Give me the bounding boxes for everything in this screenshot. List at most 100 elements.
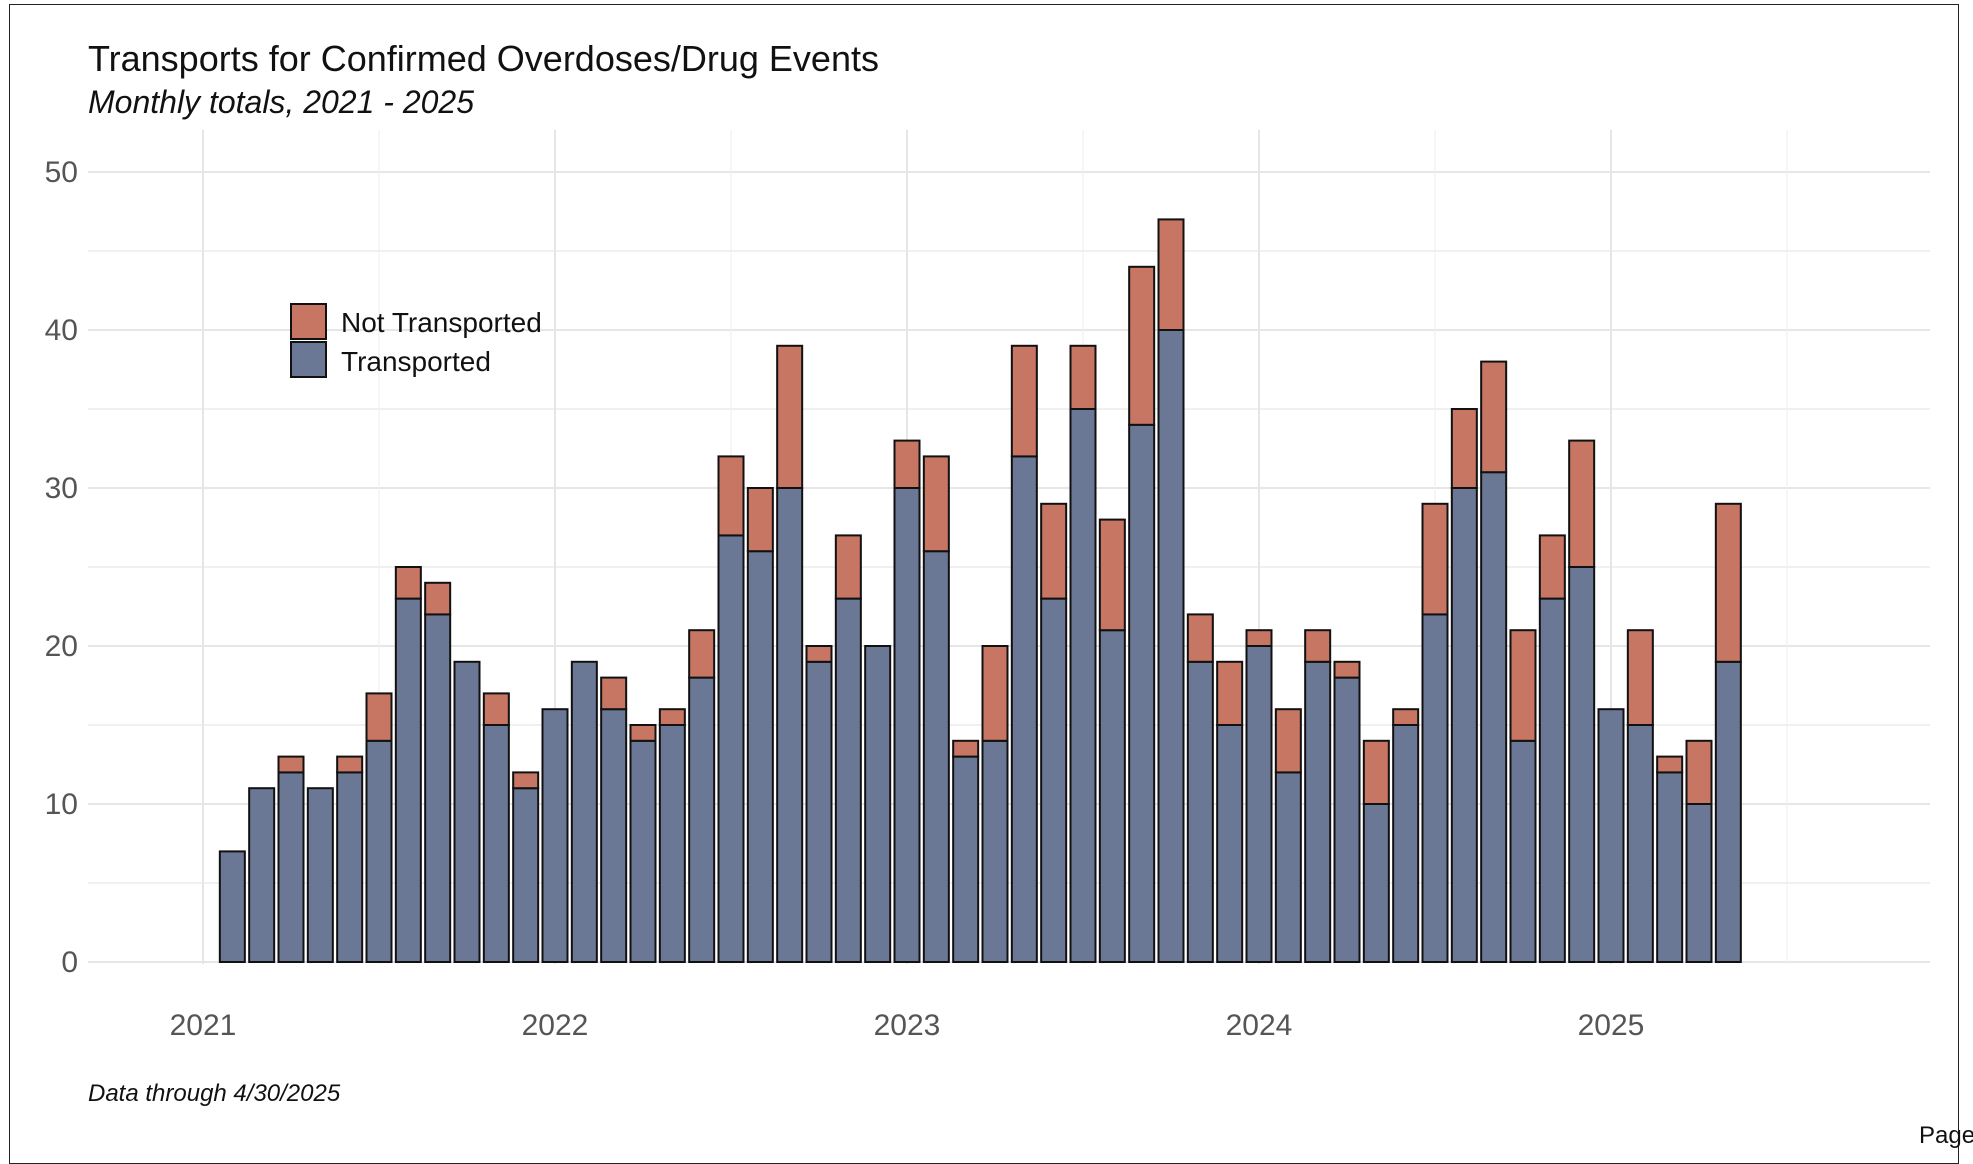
bar-not-transported-2022-02 — [600, 676, 628, 711]
bar-not-transported-2022-07 — [746, 487, 774, 553]
bar-transported-2024-12 — [1597, 708, 1625, 964]
legend: Not Transported Transported — [290, 303, 542, 378]
bar-transported-2023-11 — [1216, 724, 1244, 963]
bars — [218, 218, 1742, 964]
bar-not-transported-2023-04 — [1010, 344, 1038, 458]
legend-label-not-transported: Not Transported — [341, 307, 542, 338]
y-tick-label: 30 — [45, 472, 78, 505]
bar-transported-2023-10 — [1186, 660, 1214, 963]
y-tick-label: 10 — [45, 788, 78, 821]
bar-transported-2021-10 — [482, 724, 510, 963]
bar-not-transported-2023-12 — [1245, 629, 1273, 648]
bar-not-transported-2022-12 — [893, 439, 921, 490]
bar-not-transported-2024-02 — [1304, 629, 1332, 663]
bar-not-transported-2022-09 — [805, 645, 833, 663]
bar-not-transported-2021-05 — [336, 755, 364, 774]
bar-transported-2025-01 — [1626, 724, 1654, 963]
bar-transported-2023-04 — [1010, 455, 1038, 963]
bar-transported-2025-04 — [1714, 660, 1742, 963]
x-tick-label: 2021 — [170, 1009, 237, 1042]
bar-not-transported-2023-05 — [1040, 502, 1068, 600]
bar-transported-2024-09 — [1509, 739, 1537, 963]
bar-not-transported-2025-03 — [1685, 739, 1713, 805]
y-tick-label: 40 — [45, 314, 78, 347]
legend-swatch-transported — [290, 341, 327, 378]
x-tick-label: 2022 — [522, 1009, 589, 1042]
bar-not-transported-2021-07 — [394, 566, 422, 600]
bar-transported-2023-06 — [1069, 408, 1097, 963]
y-axis-ticks: 0 10 20 30 40 50 — [45, 156, 78, 979]
chart-title: Transports for Confirmed Overdoses/Drug … — [88, 38, 879, 79]
bar-transported-2021-03 — [277, 771, 305, 964]
bar-not-transported-2023-09 — [1157, 218, 1185, 331]
bar-transported-2022-07 — [746, 550, 774, 963]
bar-not-transported-2024-06 — [1421, 502, 1449, 616]
x-tick-label: 2025 — [1578, 1009, 1645, 1042]
bar-not-transported-2023-01 — [922, 455, 950, 553]
bar-not-transported-2024-04 — [1362, 739, 1390, 805]
bar-not-transported-2021-10 — [482, 692, 510, 727]
bar-transported-2021-07 — [394, 597, 422, 963]
bar-not-transported-2022-10 — [834, 534, 862, 600]
bar-not-transported-2025-01 — [1626, 629, 1654, 727]
bar-not-transported-2024-10 — [1538, 534, 1566, 600]
bar-not-transported-2022-08 — [776, 344, 804, 489]
bar-not-transported-2023-06 — [1069, 344, 1097, 410]
bar-transported-2023-09 — [1157, 329, 1185, 963]
bar-transported-2023-05 — [1040, 597, 1068, 963]
bar-not-transported-2023-11 — [1216, 660, 1244, 726]
x-tick-label: 2023 — [874, 1009, 941, 1042]
bar-transported-2022-10 — [834, 597, 862, 963]
bar-not-transported-2024-01 — [1274, 708, 1302, 774]
bar-transported-2023-02 — [952, 755, 980, 963]
bar-transported-2021-09 — [453, 660, 481, 963]
bar-transported-2022-02 — [600, 708, 628, 964]
bar-not-transported-2024-03 — [1333, 660, 1361, 679]
bar-not-transported-2022-06 — [717, 455, 745, 537]
bar-transported-2024-06 — [1421, 613, 1449, 964]
bar-not-transported-2023-07 — [1098, 518, 1126, 632]
bar-not-transported-2022-04 — [658, 708, 686, 727]
chart-subtitle: Monthly totals, 2021 - 2025 — [88, 84, 475, 120]
bar-not-transported-2021-03 — [277, 755, 305, 774]
bar-not-transported-2021-06 — [365, 692, 393, 742]
bar-transported-2024-11 — [1568, 566, 1596, 963]
x-axis-ticks: 2021 2022 2023 2024 2025 — [170, 1009, 1645, 1042]
bar-transported-2024-01 — [1274, 771, 1302, 964]
bar-transported-2025-02 — [1656, 771, 1684, 964]
bar-transported-2024-08 — [1480, 471, 1508, 963]
bar-transported-2024-04 — [1362, 803, 1390, 963]
bar-transported-2025-03 — [1685, 803, 1713, 963]
bar-transported-2022-04 — [658, 724, 686, 963]
bar-transported-2022-06 — [717, 534, 745, 964]
bar-transported-2023-12 — [1245, 645, 1273, 963]
bar-transported-2022-09 — [805, 660, 833, 963]
bar-not-transported-2023-10 — [1186, 613, 1214, 663]
bar-transported-2021-12 — [541, 708, 569, 964]
bar-transported-2023-01 — [922, 550, 950, 963]
y-tick-label: 0 — [61, 946, 78, 979]
bar-not-transported-2024-08 — [1480, 360, 1508, 474]
bar-transported-2021-05 — [336, 771, 364, 964]
x-tick-label: 2024 — [1226, 1009, 1293, 1042]
bar-not-transported-2023-03 — [981, 645, 1009, 742]
bar-not-transported-2024-11 — [1568, 439, 1596, 569]
bar-transported-2021-06 — [365, 739, 393, 963]
bar-not-transported-2022-05 — [688, 629, 716, 679]
bar-transported-2022-03 — [629, 739, 657, 963]
page-label: Page — [1919, 1122, 1973, 1149]
bar-transported-2024-05 — [1392, 724, 1420, 963]
bar-transported-2022-12 — [893, 487, 921, 963]
bar-transported-2022-05 — [688, 676, 716, 963]
data-through-note: Data through 4/30/2025 — [88, 1080, 341, 1107]
bar-not-transported-2023-08 — [1128, 265, 1156, 426]
bar-transported-2022-08 — [776, 487, 804, 963]
bar-not-transported-2025-02 — [1656, 755, 1684, 774]
y-tick-label: 20 — [45, 630, 78, 663]
bar-transported-2022-01 — [570, 660, 598, 963]
bar-transported-2024-02 — [1304, 660, 1332, 963]
bar-not-transported-2024-09 — [1509, 629, 1537, 742]
bar-transported-2021-04 — [306, 787, 334, 964]
bar-transported-2024-10 — [1538, 597, 1566, 963]
